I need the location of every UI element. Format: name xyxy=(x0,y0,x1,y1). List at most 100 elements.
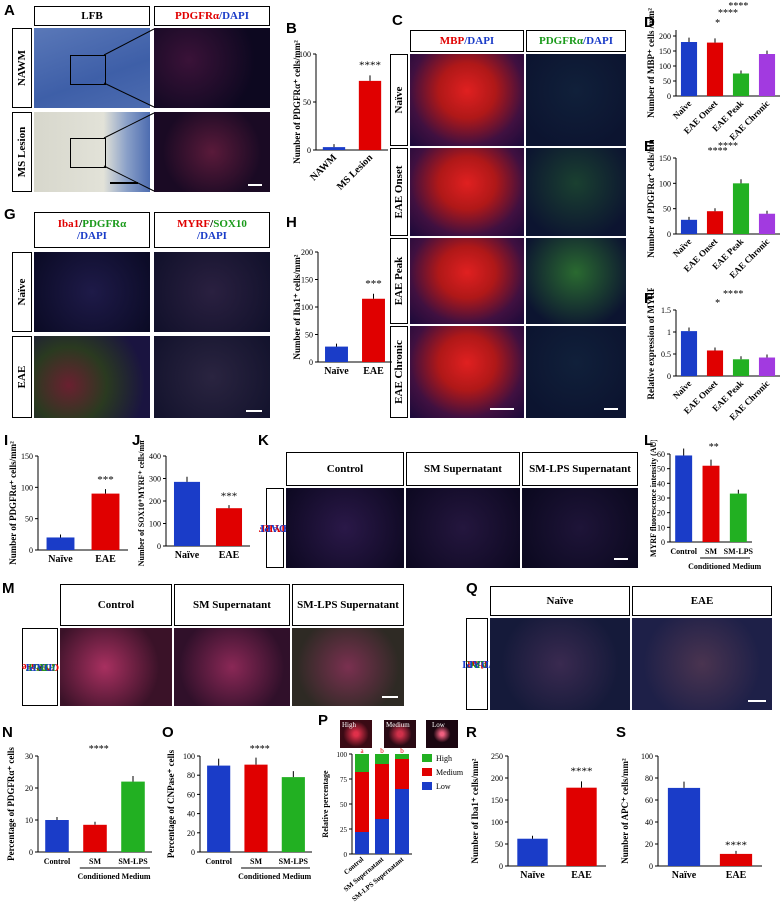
y-tick-label: 80 xyxy=(645,774,653,783)
y-tick-label: 30 xyxy=(657,494,665,503)
g-eae-myrf-image xyxy=(154,336,270,418)
bar xyxy=(215,508,243,546)
significance: * xyxy=(715,298,720,309)
y-axis-label: Percentage of PDGFRα⁺ cells xyxy=(6,747,16,861)
y-tick-label: 20 xyxy=(25,784,33,793)
x-tick-label: Control xyxy=(670,547,697,556)
y-axis-label: Percentage of CNPase⁺ cells xyxy=(166,749,176,858)
y-tick-label: 40 xyxy=(657,479,665,488)
panel-a-col-pdgfra: PDGFRα/DAPI xyxy=(154,6,270,26)
m-smlps-image xyxy=(292,628,404,706)
x-tick-label: SM xyxy=(250,857,262,866)
x-tick-label: EAE xyxy=(571,870,592,881)
bar xyxy=(719,853,753,866)
y-tick-label: 75 xyxy=(340,776,348,784)
significance: **** xyxy=(708,146,728,157)
y-tick-label: 0 xyxy=(309,358,313,367)
x-tick-label: Naïve xyxy=(48,554,73,565)
bar xyxy=(732,73,750,96)
label-iba1: Iba1 xyxy=(57,217,80,230)
y-tick-label: 0 xyxy=(191,848,195,857)
bar xyxy=(706,350,724,376)
g-naive-iba1-image xyxy=(34,252,150,332)
y-tick-label: 0 xyxy=(307,146,311,155)
panel-m-col-sm: SM Supernatant xyxy=(174,584,290,626)
y-tick-label: 50 xyxy=(340,801,348,809)
panel-k-col-control: Control xyxy=(286,452,404,486)
y-tick-label: 60 xyxy=(645,796,653,805)
y-tick-label: 100 xyxy=(659,62,671,71)
scale-bar xyxy=(614,558,628,560)
y-axis-label: Number of MBP⁺ cells /mm² xyxy=(646,8,656,118)
chart-s: 0 20 40 60 80 100 Naïve EAE Number of APC⁺ cells… xyxy=(620,752,762,881)
significance: *** xyxy=(221,491,238,503)
y-tick-label: 150 xyxy=(21,452,33,461)
y-axis-label: Number of PDGFRα⁺ cells/mm² xyxy=(646,140,656,258)
label-dapi: /DAPI xyxy=(462,658,492,670)
y-tick-label: 100 xyxy=(491,818,503,827)
label-slash: / xyxy=(79,217,83,230)
x-tick-label: SM-LPS xyxy=(724,547,754,556)
bar xyxy=(675,455,693,542)
y-tick-label: 10 xyxy=(25,816,33,825)
significance: *** xyxy=(97,474,114,486)
y-tick-label: 0 xyxy=(344,851,348,859)
y-tick-label: 0 xyxy=(29,546,33,555)
chart-n: 0 10 20 30 Control SM SM-LPS Percentage of PDGF… xyxy=(6,744,152,881)
y-tick-label: 50 xyxy=(495,840,503,849)
stack-segment xyxy=(375,764,389,819)
label-lfb: LFB xyxy=(81,9,103,22)
q-eae-image xyxy=(632,618,772,710)
significance: **** xyxy=(250,744,270,755)
y-tick-label: 0 xyxy=(667,92,671,101)
chart-r: 0 50 100 150 200 250 Naïve EAE Number of Iba1⁺ c… xyxy=(470,752,606,881)
label-control: Control xyxy=(326,462,364,475)
panel-letter-g: G xyxy=(4,206,16,223)
q-naive-image xyxy=(490,618,630,710)
chart-l: 0 10 20 30 40 50 60 Control SM SM-LPS MYRF fluores… xyxy=(649,440,762,571)
label-dapi: /DAPI xyxy=(77,230,107,242)
bar xyxy=(91,493,120,550)
significance: *** xyxy=(365,278,382,290)
panel-letter-q: Q xyxy=(466,580,478,597)
bar xyxy=(566,787,597,866)
stack-segment xyxy=(355,754,369,772)
y-tick-label: 50 xyxy=(663,77,671,86)
y-axis-label: Number of PDGFRα⁺ cells/mm² xyxy=(8,441,18,565)
panel-letter-k: K xyxy=(258,432,269,449)
panel-c-col-mbp: MBP/DAPI xyxy=(410,30,524,52)
stack-segment xyxy=(375,819,389,854)
bar xyxy=(732,359,750,376)
y-tick-label: 100 xyxy=(301,303,313,312)
significance: **** xyxy=(571,765,593,777)
y-tick-label: 100 xyxy=(21,483,33,492)
y-tick-label: 100 xyxy=(149,520,161,529)
y-tick-label: 20 xyxy=(657,509,665,518)
bar xyxy=(517,838,548,866)
panel-letter-j: J xyxy=(132,432,141,449)
y-tick-label: 30 xyxy=(25,752,33,761)
y-tick-label: 100 xyxy=(337,751,348,759)
y-tick-label: 10 xyxy=(657,523,665,532)
y-tick-label: 200 xyxy=(301,248,313,257)
y-tick-label: 150 xyxy=(659,154,671,163)
y-tick-label: 150 xyxy=(491,796,503,805)
panel-c-row-1: EAE Onset xyxy=(390,148,408,236)
panel-letter-m: M xyxy=(2,580,15,597)
panel-k-side: MYRF/DAPI xyxy=(259,488,292,568)
group-letter: b xyxy=(400,748,404,755)
label-nawm: NAWM xyxy=(16,49,28,87)
stack-segment xyxy=(395,789,409,854)
stack-segment xyxy=(395,754,409,759)
c-pdgfra-image-0 xyxy=(526,54,626,146)
y-axis-label: Number of APC⁺ cells/mm² xyxy=(620,758,630,864)
panel-letter-l: L xyxy=(644,432,654,449)
x-tick-label: Naïve xyxy=(671,98,694,121)
x-tick-label: SM xyxy=(705,547,717,556)
c-mbp-image-3 xyxy=(410,326,524,418)
bar xyxy=(758,357,776,376)
panel-m-col-control: Control xyxy=(60,584,172,626)
significance: **** xyxy=(718,141,738,152)
group-label: Conditioned Medium xyxy=(238,872,311,881)
